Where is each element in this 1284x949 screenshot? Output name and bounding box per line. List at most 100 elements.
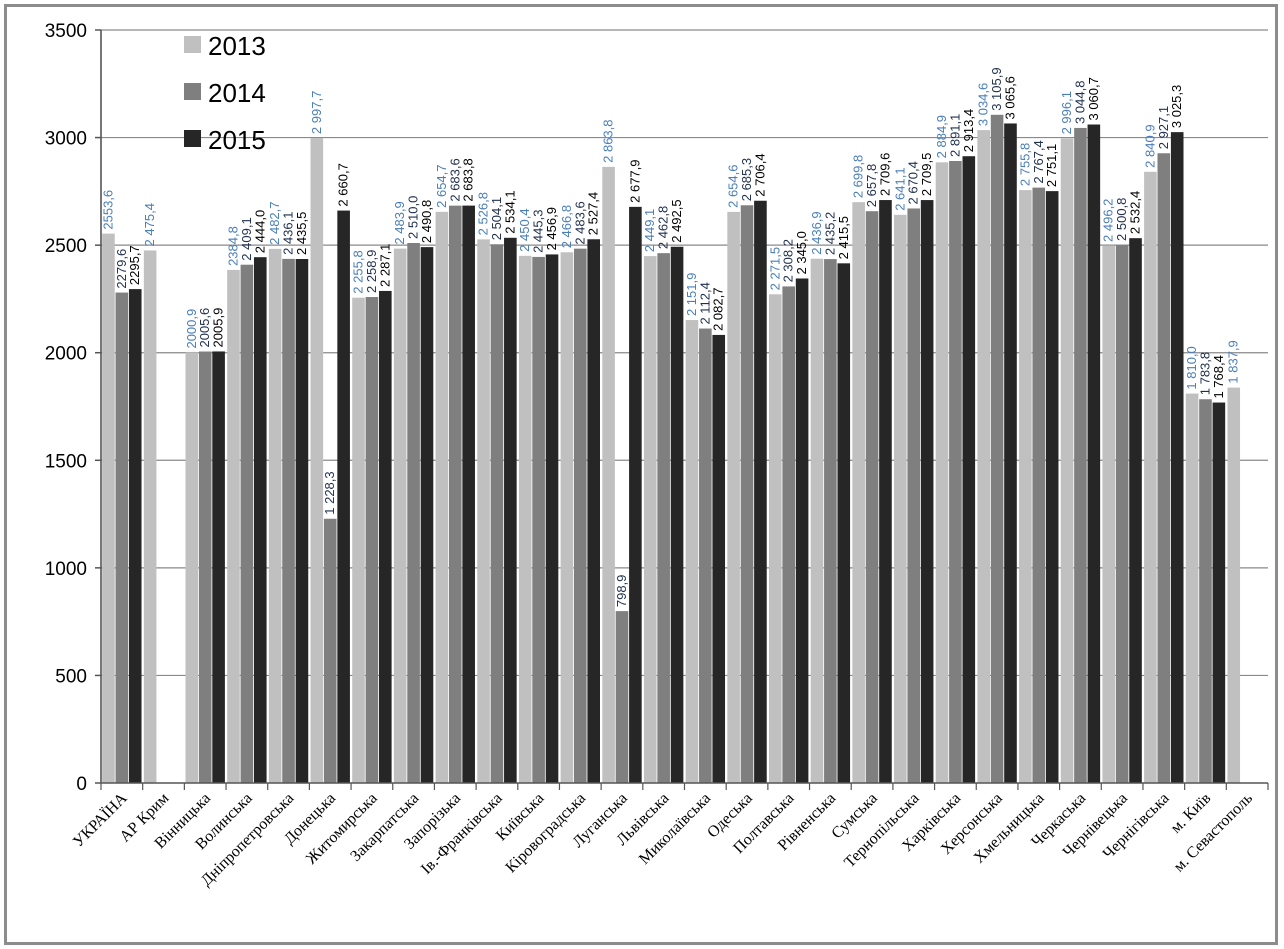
bar — [282, 258, 295, 783]
bar — [894, 214, 907, 783]
data-label: 2 683,8 — [461, 158, 476, 201]
bar — [587, 239, 601, 784]
bar — [977, 130, 990, 783]
data-label: 1 837,9 — [1226, 340, 1241, 383]
bar — [143, 250, 157, 784]
bar — [643, 256, 657, 783]
data-label: 2 271,5 — [767, 247, 782, 290]
data-label: 2 445,3 — [531, 210, 546, 253]
data-label: 2 482,7 — [267, 201, 282, 244]
data-label: 2 840,9 — [1142, 124, 1157, 167]
data-label: 2 510,0 — [406, 196, 421, 239]
bar — [310, 138, 324, 783]
bar — [782, 286, 795, 783]
bar — [629, 206, 642, 783]
bar — [1102, 245, 1116, 784]
data-label: 2 660,7 — [336, 163, 351, 206]
bar — [837, 263, 851, 784]
bar — [920, 200, 934, 783]
data-label: 2 492,5 — [669, 199, 684, 242]
bar — [949, 161, 962, 783]
category-label: УКРАЇНА — [69, 789, 131, 851]
bar — [685, 320, 699, 783]
bar — [727, 211, 740, 783]
data-label: 2 755,8 — [1017, 143, 1032, 186]
bar — [1060, 138, 1074, 783]
legend-label: 2013 — [208, 31, 266, 61]
data-label: 1 783,8 — [1197, 352, 1212, 395]
data-label: 2 654,6 — [726, 165, 741, 208]
bar — [1144, 171, 1157, 783]
bar — [879, 200, 892, 783]
bar — [268, 248, 282, 784]
data-label: 2295,7 — [127, 245, 142, 285]
bar — [490, 244, 504, 784]
bar — [420, 247, 434, 783]
bar — [545, 254, 559, 783]
bar — [323, 518, 337, 783]
bar — [337, 210, 350, 783]
data-label: 3 034,6 — [976, 83, 991, 126]
legend-swatch — [184, 130, 201, 147]
data-label: 2384,8 — [225, 226, 240, 266]
bar — [657, 253, 670, 783]
data-label: 2 456,9 — [544, 207, 559, 250]
data-label: 2279,6 — [114, 249, 129, 289]
data-label: 3 065,6 — [1002, 76, 1017, 119]
data-label: 2 699,8 — [851, 155, 866, 198]
y-tick-label: 3000 — [45, 129, 87, 150]
bar — [352, 297, 365, 783]
bar — [1212, 402, 1226, 783]
data-label: 2 751,1 — [1044, 144, 1059, 187]
data-label: 2005,6 — [197, 308, 212, 348]
bar — [1004, 123, 1017, 783]
data-label: 2 409,1 — [239, 217, 254, 260]
bar — [754, 200, 767, 783]
data-label: 2 435,5 — [294, 212, 309, 255]
data-label: 2 258,9 — [364, 250, 379, 293]
bars — [102, 114, 1241, 784]
data-label: 2 462,8 — [656, 206, 671, 249]
y-tick-label: 500 — [55, 666, 87, 687]
bar — [393, 248, 407, 783]
bar — [574, 248, 587, 783]
data-label: 2 112,4 — [697, 282, 712, 324]
data-label: 2 483,9 — [392, 201, 407, 244]
y-tick-label: 2500 — [45, 236, 87, 257]
bar — [768, 294, 782, 783]
bar — [1170, 132, 1184, 784]
bar — [365, 297, 379, 783]
data-label: 2 767,4 — [1031, 140, 1046, 183]
bar — [1199, 399, 1212, 783]
bar — [1129, 238, 1142, 783]
legend-swatch — [184, 36, 201, 53]
bar — [1157, 153, 1171, 783]
bar — [185, 352, 199, 783]
gridlines — [101, 29, 1268, 677]
bar — [602, 166, 615, 783]
data-label: 3 025,3 — [1169, 85, 1184, 128]
y-tick-label: 1500 — [45, 451, 87, 472]
data-label: 2 436,1 — [281, 212, 296, 255]
bar — [740, 205, 754, 784]
data-label: 2 641,1 — [892, 167, 907, 210]
bar — [295, 259, 309, 784]
data-label: 2 475,4 — [142, 203, 157, 246]
data-label: 2 913,4 — [961, 109, 976, 152]
bar — [227, 269, 240, 783]
data-label: 798,9 — [614, 575, 629, 608]
legend: 2013 2014 2015 — [184, 31, 266, 155]
data-label: 2 255,8 — [351, 250, 366, 293]
data-label: 2 685,3 — [739, 158, 754, 201]
y-tick-label: 1000 — [45, 559, 87, 580]
y-tick-label: 0 — [76, 774, 87, 795]
data-label: 2 444,0 — [252, 210, 267, 253]
bar — [435, 211, 449, 784]
data-label: 1 768,4 — [1211, 355, 1226, 398]
bar — [1087, 124, 1101, 783]
bar — [448, 205, 462, 783]
bar — [962, 156, 976, 783]
bar — [1032, 187, 1046, 784]
